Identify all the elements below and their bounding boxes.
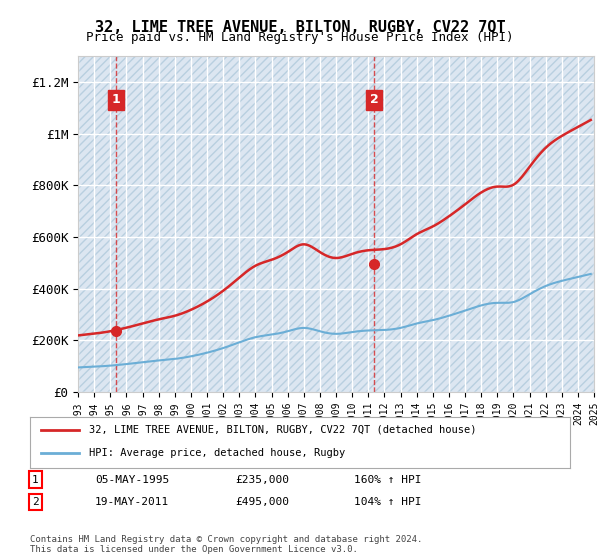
Text: Contains HM Land Registry data © Crown copyright and database right 2024.
This d: Contains HM Land Registry data © Crown c…	[30, 535, 422, 554]
Text: £495,000: £495,000	[235, 497, 289, 507]
Text: 19-MAY-2011: 19-MAY-2011	[95, 497, 169, 507]
Text: 32, LIME TREE AVENUE, BILTON, RUGBY, CV22 7QT (detached house): 32, LIME TREE AVENUE, BILTON, RUGBY, CV2…	[89, 425, 477, 435]
Text: Price paid vs. HM Land Registry's House Price Index (HPI): Price paid vs. HM Land Registry's House …	[86, 31, 514, 44]
Text: 1: 1	[32, 475, 39, 484]
Text: 160% ↑ HPI: 160% ↑ HPI	[354, 475, 421, 484]
Text: £235,000: £235,000	[235, 475, 289, 484]
Text: 2: 2	[32, 497, 39, 507]
Text: 1: 1	[112, 94, 121, 106]
Text: HPI: Average price, detached house, Rugby: HPI: Average price, detached house, Rugb…	[89, 449, 346, 459]
Text: 05-MAY-1995: 05-MAY-1995	[95, 475, 169, 484]
Text: 104% ↑ HPI: 104% ↑ HPI	[354, 497, 421, 507]
Text: 2: 2	[370, 94, 379, 106]
Text: 32, LIME TREE AVENUE, BILTON, RUGBY, CV22 7QT: 32, LIME TREE AVENUE, BILTON, RUGBY, CV2…	[95, 20, 505, 35]
